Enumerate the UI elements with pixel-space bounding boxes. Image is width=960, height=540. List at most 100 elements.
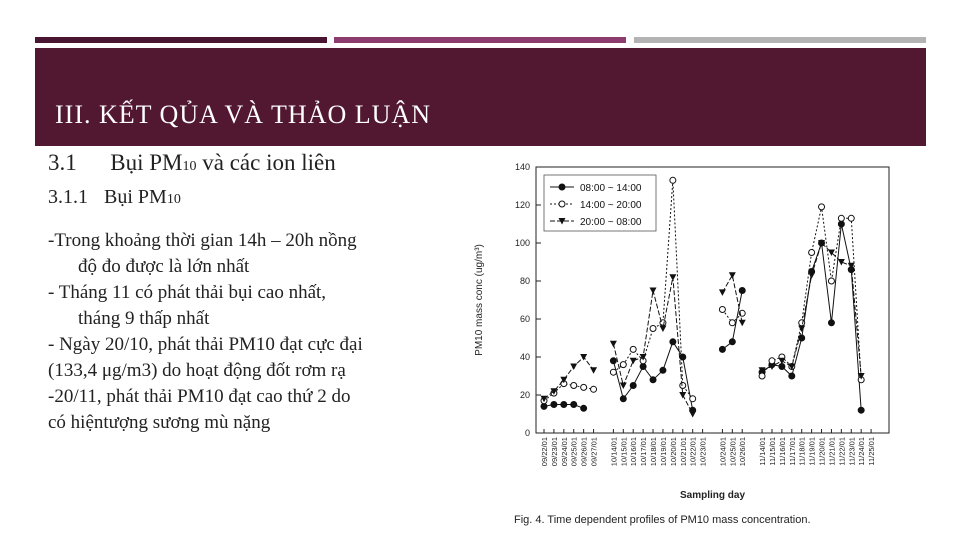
x-axis-label: Sampling day: [680, 490, 745, 501]
x-tick-label: 09/22/01: [540, 437, 549, 466]
y-tick-label: 40: [520, 352, 530, 362]
data-point-series-3: [808, 272, 816, 279]
legend-entry: 08:00 ~ 14:00: [580, 183, 642, 194]
series-line-3: [761, 242, 862, 377]
data-point-series-3: [689, 411, 697, 418]
x-tick-label: 10/15/01: [619, 437, 628, 466]
data-point-series-3: [718, 289, 726, 296]
x-tick-label: 11/21/01: [827, 437, 836, 466]
data-point-series-1: [798, 334, 806, 342]
data-point-series-2: [827, 277, 835, 285]
data-point-series-1: [827, 319, 835, 327]
data-point-series-1: [837, 220, 845, 228]
legend-entry: 14:00 ~ 20:00: [580, 200, 642, 211]
section-title-subscript: 10: [182, 159, 197, 174]
y-tick-label: 0: [525, 428, 530, 438]
y-tick-label: 140: [515, 162, 530, 172]
data-point-series-1: [679, 353, 687, 361]
data-point-series-3: [629, 357, 637, 365]
section-heading-3-1: 3.1 Bụi PM10 và các ion liên: [48, 150, 425, 176]
data-point-series-1: [669, 338, 677, 346]
top-accent-bar-3: [634, 37, 926, 43]
y-tick-label: 100: [515, 238, 530, 248]
slide-title: III. KẾT QỦA VÀ THẢO LUẬN: [55, 100, 431, 129]
x-tick-label: 10/18/01: [649, 437, 658, 466]
bullet-line: - Ngày 20/10, phát thải PM10 đạt cực đại: [48, 334, 363, 355]
x-tick-label: 11/15/01: [768, 437, 777, 466]
data-point-series-2: [619, 361, 627, 369]
data-point-series-1: [639, 363, 647, 370]
data-point-series-1: [649, 376, 657, 384]
x-tick-label: 11/14/01: [758, 437, 767, 466]
section-title-main: Bụi PM: [110, 150, 183, 175]
data-point-series-1: [728, 338, 736, 346]
data-point-series-3: [540, 395, 548, 403]
series-line-3: [543, 356, 594, 400]
data-point-series-3: [560, 376, 568, 384]
x-tick-label: 10/23/01: [699, 437, 708, 466]
x-tick-label: 09/27/01: [590, 437, 599, 466]
data-point-series-3: [847, 262, 855, 270]
data-point-series-3: [798, 325, 806, 332]
section-heading-3-1-1: 3.1.1 Bụi PM10: [48, 186, 181, 209]
data-point-series-2: [818, 203, 826, 211]
x-tick-label: 10/24/01: [718, 437, 727, 466]
data-point-series-3: [550, 388, 558, 395]
top-accent-bar-2: [334, 37, 626, 43]
data-point-series-1: [619, 395, 627, 403]
bullet-line: - Tháng 11 có phát thải bụi cao nhất,: [48, 282, 327, 303]
x-tick-label: 10/19/01: [659, 437, 668, 466]
title-banner: III. KẾT QỦA VÀ THẢO LUẬN: [35, 48, 926, 146]
bullet-line: -20/11, phát thải PM10 đạt cao thứ 2 do: [48, 386, 351, 407]
y-tick-label: 80: [520, 276, 530, 286]
data-point-series-2: [758, 372, 766, 380]
data-point-series-2: [679, 382, 687, 389]
figure-caption: Fig. 4. Time dependent profiles of PM10 …: [514, 514, 811, 526]
data-point-series-3: [788, 363, 796, 370]
data-point-series-3: [738, 319, 746, 327]
data-point-series-1: [778, 363, 786, 370]
bullet-list: -Trong khoảng thời gian 14h – 20h nồng đ…: [48, 228, 468, 436]
data-point-series-2: [847, 214, 855, 222]
x-tick-label: 11/23/01: [847, 437, 856, 466]
section-title-rest: và các ion liên: [196, 150, 336, 175]
x-tick-label: 10/25/01: [728, 437, 737, 466]
section-number: 3.1: [48, 150, 77, 175]
data-point-series-3: [857, 373, 865, 380]
plot-frame: [535, 166, 890, 434]
data-point-series-2: [768, 357, 776, 365]
data-point-series-2: [590, 385, 598, 393]
data-point-series-1: [718, 345, 726, 353]
legend-entry: 20:00 ~ 08:00: [580, 217, 642, 228]
data-point-series-1: [788, 372, 796, 380]
data-point-series-3: [827, 249, 835, 256]
data-point-series-2: [669, 176, 677, 184]
data-point-series-1: [857, 406, 865, 414]
legend-marker: [558, 183, 566, 191]
data-point-series-2: [808, 249, 816, 256]
y-tick-label: 120: [515, 200, 530, 210]
x-tick-label: 11/22/01: [837, 437, 846, 466]
data-point-series-3: [837, 259, 845, 266]
x-tick-label: 11/16/01: [778, 437, 787, 466]
x-tick-label: 10/17/01: [639, 437, 648, 466]
x-tick-label: 09/25/01: [570, 437, 579, 466]
data-point-series-1: [560, 401, 568, 408]
data-point-series-3: [679, 392, 687, 399]
bullet-line: (133,4 μg/m3) do hoạt động đốt rơm rạ: [48, 360, 346, 381]
data-point-series-1: [540, 402, 548, 410]
data-point-series-3: [768, 363, 776, 370]
data-point-series-3: [570, 363, 578, 370]
x-tick-label: 10/22/01: [689, 437, 698, 466]
bullet-line: độ đo được là lớn nhất: [78, 256, 250, 277]
data-point-series-3: [609, 340, 617, 348]
y-tick-label: 20: [520, 390, 530, 400]
data-point-series-3: [659, 325, 667, 332]
subsection-title-subscript: 10: [166, 192, 181, 207]
x-tick-label: 11/25/01: [867, 437, 876, 466]
subsection-number: 3.1.1: [48, 186, 88, 208]
y-tick-label: 60: [520, 314, 530, 324]
y-axis-label: PM10 mass conc (ug/m³): [474, 244, 485, 356]
x-tick-label: 10/16/01: [629, 437, 638, 466]
pm10-line-chart: 0 20 40 60 80 100 120 140 09/22/01 09/23/01 09/24/…: [474, 162, 890, 526]
